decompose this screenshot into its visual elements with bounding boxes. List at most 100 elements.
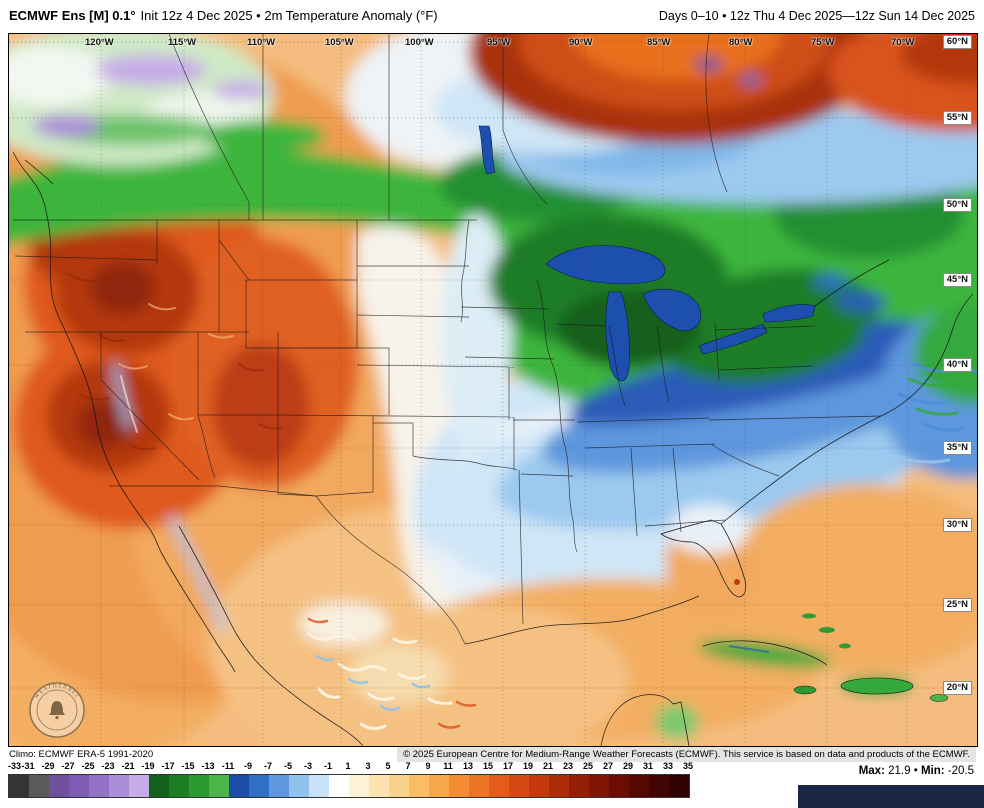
colorbar-cell <box>669 775 689 797</box>
lon-label: 95°W <box>487 37 511 48</box>
colorbar-tick: 3 <box>365 761 371 771</box>
model-name: ECMWF Ens [M] 0.1° <box>9 8 136 23</box>
attribution-bar: Climo: ECMWF ERA-5 1991-2020 © 2025 Euro… <box>8 747 976 762</box>
lon-label: 110°W <box>247 37 276 48</box>
lat-label: 55°N <box>942 111 972 125</box>
mexico-texture <box>307 617 477 731</box>
colorbar-tick: 7 <box>405 761 411 771</box>
colorbar-tick: -25 <box>81 761 95 771</box>
colorbar-cell <box>49 775 69 797</box>
colorbar-cell <box>29 775 49 797</box>
map-frame: WEATHERBELL 120°W 115°W 110°W 105°W 100°W 95°… <box>8 33 978 747</box>
colorbar-tick: -21 <box>121 761 135 771</box>
lat-label: 45°N <box>942 273 972 287</box>
colorbar-cell <box>529 775 549 797</box>
lat-label: 20°N <box>942 681 972 695</box>
colorbar-cell <box>309 775 329 797</box>
colorbar-cell <box>209 775 229 797</box>
colorbar-tick: 25 <box>582 761 594 771</box>
weatherbell-logo: WEATHERBELL <box>29 682 85 738</box>
colorbar-cell <box>629 775 649 797</box>
colorbar-tick: -17 <box>161 761 175 771</box>
stats-bar: Max: 21.9 • Min: -20.5 <box>859 765 974 777</box>
lon-label: 70°W <box>891 37 915 48</box>
colorbar-tick: -19 <box>141 761 155 771</box>
lat-label: 60°N <box>942 35 972 49</box>
max-label: Max: <box>858 765 885 777</box>
max-value: 21.9 <box>888 765 911 777</box>
climo-text: Climo: ECMWF ERA-5 1991-2020 <box>9 749 154 760</box>
lon-label: 85°W <box>647 37 671 48</box>
copyright-text: © 2025 European Centre for Medium-Range … <box>397 747 976 762</box>
colorbar-tick: -3 <box>303 761 313 771</box>
colorbar-cell <box>149 775 169 797</box>
colorbar-cell <box>269 775 289 797</box>
colorbar-tick: -5 <box>283 761 293 771</box>
lon-label: 80°W <box>729 37 753 48</box>
colorbar-cell <box>9 775 29 797</box>
header: ECMWF Ens [M] 0.1° Init 12z 4 Dec 2025 • … <box>0 0 984 32</box>
colorbar-cell <box>469 775 489 797</box>
colorbar-cell <box>109 775 129 797</box>
colorbar-tick: -15 <box>181 761 195 771</box>
colorbar-cell <box>329 775 349 797</box>
lat-label: 30°N <box>942 518 972 532</box>
colorbar-tick: -33 <box>8 761 22 771</box>
colorbar: -33 -31 -29 -27 -25 -23 -21 -19 -17 -15 -13 -11 -9 -7… <box>8 761 718 803</box>
colorbar-tick: 9 <box>425 761 431 771</box>
graticule <box>9 34 977 746</box>
colorbar-cell <box>369 775 389 797</box>
colorbar-tick: 33 <box>662 761 674 771</box>
colorbar-tick: 29 <box>622 761 634 771</box>
colorbar-tick: 31 <box>642 761 654 771</box>
colorbar-tick: -31 <box>21 761 35 771</box>
great-lakes <box>478 125 816 382</box>
colorbar-tick: 19 <box>522 761 534 771</box>
colorbar-tick: 11 <box>443 761 453 771</box>
colorbar-tick: 17 <box>502 761 514 771</box>
colorbar-tick: 35 <box>682 761 694 771</box>
valid-range: Days 0–10 • 12z Thu 4 Dec 2025—12z Sun 1… <box>658 9 975 23</box>
colorbar-tick: -1 <box>323 761 333 771</box>
political-borders <box>13 34 882 645</box>
colorbar-tick: -13 <box>201 761 215 771</box>
lat-label: 40°N <box>942 358 972 372</box>
colorbar-cell <box>69 775 89 797</box>
min-value: -20.5 <box>947 765 974 777</box>
lon-label: 90°W <box>569 37 593 48</box>
colorbar-tick: -11 <box>221 761 235 771</box>
colorbar-cell <box>609 775 629 797</box>
lon-label: 105°W <box>325 37 354 48</box>
colorbar-cell <box>589 775 609 797</box>
colorbar-tick: -23 <box>101 761 115 771</box>
lon-label: 115°W <box>168 37 197 48</box>
colorbar-tick: -27 <box>61 761 75 771</box>
lon-label: 120°W <box>85 37 114 48</box>
colorbar-cell <box>409 775 429 797</box>
colorbar-cells <box>8 774 690 798</box>
colorbar-cell <box>389 775 409 797</box>
map-title: ECMWF Ens [M] 0.1° Init 12z 4 Dec 2025 • … <box>9 8 438 23</box>
colorbar-ticks: -33 -31 -29 -27 -25 -23 -21 -19 -17 -15 -13 -11 -9 -7… <box>8 761 718 773</box>
colorbar-cell <box>189 775 209 797</box>
lat-label: 50°N <box>942 198 972 212</box>
florida-warm-spot <box>734 579 740 585</box>
colorbar-tick: -29 <box>41 761 55 771</box>
lon-label: 75°W <box>811 37 835 48</box>
colorbar-cell <box>249 775 269 797</box>
colorbar-cell <box>289 775 309 797</box>
colorbar-tick: -9 <box>243 761 253 771</box>
caribbean-islands <box>702 613 949 702</box>
brand-block <box>798 785 984 808</box>
colorbar-tick: 27 <box>602 761 614 771</box>
colorbar-cell <box>129 775 149 797</box>
colorbar-tick: 1 <box>345 761 351 771</box>
colorbar-cell <box>449 775 469 797</box>
colorbar-cell <box>549 775 569 797</box>
colorbar-cell <box>569 775 589 797</box>
terrain-texture <box>68 273 282 451</box>
stats-separator: • <box>913 765 918 777</box>
colorbar-cell <box>649 775 669 797</box>
colorbar-tick: 23 <box>562 761 574 771</box>
